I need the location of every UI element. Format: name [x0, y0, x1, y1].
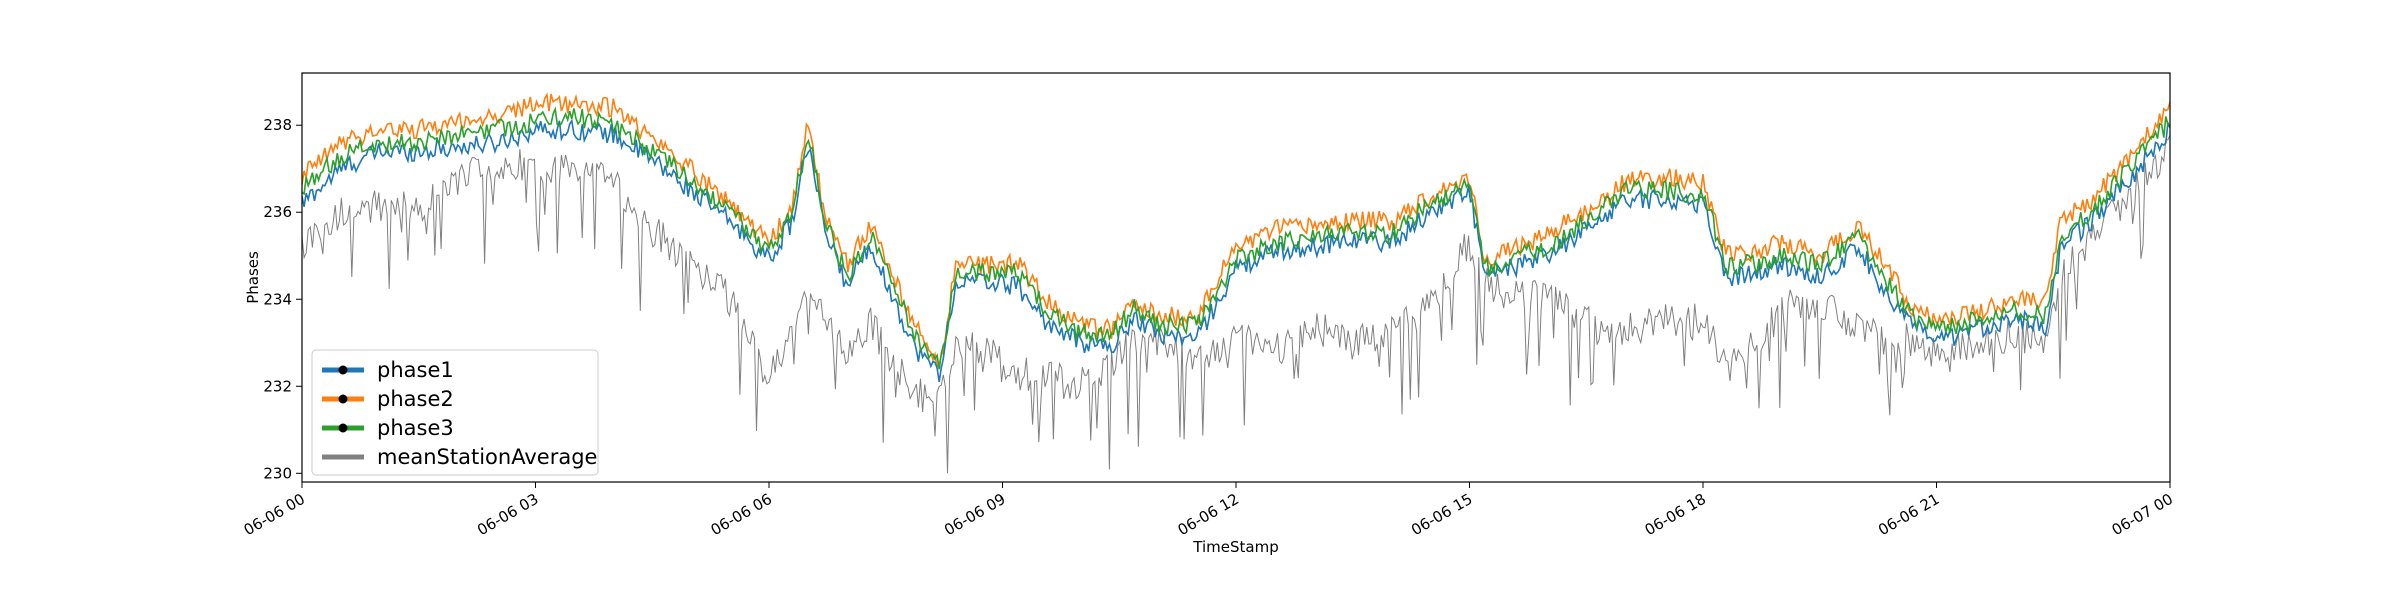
- x-axis: 06-06 00 06-06 03 06-06 06 06-06 09 06-06 12…: [241, 482, 2176, 539]
- series-layer: [301, 92, 2171, 474]
- y-tick-label: 234: [263, 290, 292, 308]
- legend-label-phase2: phase2: [377, 387, 454, 411]
- legend-marker-phase2: [338, 394, 348, 404]
- y-tick-label: 230: [263, 464, 292, 482]
- legend-label-meanStationAverage: meanStationAverage: [377, 445, 597, 469]
- series-line-phase1: [301, 118, 2171, 383]
- y-tick-label: 232: [263, 377, 292, 395]
- x-tick-label: 06-06 09: [941, 490, 1008, 539]
- y-tick-label: 236: [263, 203, 292, 221]
- legend-label-phase1: phase1: [377, 358, 454, 382]
- x-tick-label: 06-06 15: [1408, 490, 1475, 539]
- y-axis-label: Phases: [244, 251, 262, 304]
- legend-label-phase3: phase3: [377, 416, 454, 440]
- y-axis: 230 232 234 236 238: [263, 116, 302, 482]
- x-tick-label: 06-06 18: [1642, 490, 1709, 539]
- legend-marker-phase1: [338, 365, 348, 375]
- x-tick-label: 06-06 06: [708, 490, 775, 539]
- legend-box: [311, 349, 599, 476]
- x-axis-label: TimeStamp: [1192, 538, 1278, 556]
- x-tick-label: 06-06 12: [1175, 490, 1242, 539]
- series-line-phase3: [301, 106, 2171, 370]
- x-tick-label: 06-07 00: [2109, 490, 2176, 539]
- series-line-meanStationAverage: [301, 134, 2171, 474]
- x-tick-label: 06-06 00: [241, 490, 308, 539]
- legend-marker-phase3: [338, 423, 348, 433]
- x-tick-label: 06-06 21: [1875, 490, 1942, 539]
- x-tick-label: 06-06 03: [474, 490, 541, 539]
- series-line-phase2: [301, 92, 2171, 369]
- legend: phase1 phase2 phase3 meanStationAverage: [311, 349, 599, 476]
- y-tick-label: 238: [263, 116, 292, 134]
